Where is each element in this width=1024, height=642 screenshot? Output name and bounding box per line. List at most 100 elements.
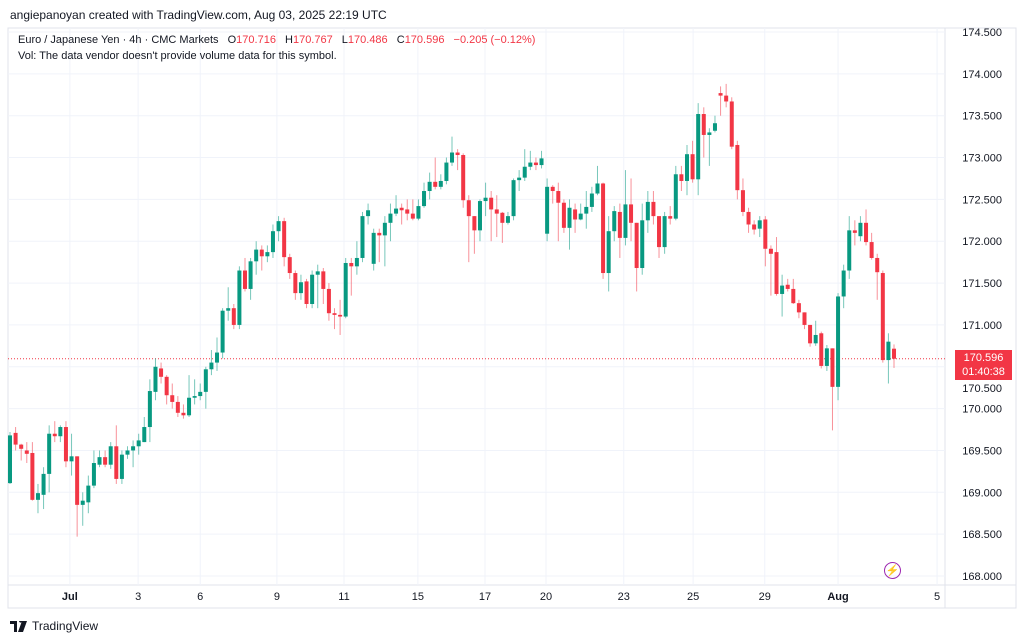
author-credit: angiepanoyan created with TradingView.co… [10, 8, 387, 22]
time-axis-label: Jul [62, 591, 78, 603]
candle-up [209, 362, 214, 370]
candle-down [601, 183, 606, 274]
last-price: 170.596 [963, 352, 1004, 364]
candle-down [752, 224, 757, 230]
candle-up [707, 132, 712, 135]
price-axis-label: 170.500 [962, 383, 1002, 395]
candle-up [712, 123, 717, 131]
time-axis-label: 3 [135, 591, 141, 603]
candle-up [567, 207, 572, 228]
candle-down [746, 211, 751, 225]
candle-up [645, 201, 650, 221]
candle-up [354, 257, 359, 267]
candle-down [561, 202, 566, 228]
price-axis-label: 174.000 [962, 69, 1002, 81]
candle-up [684, 154, 689, 181]
candle-up [813, 334, 818, 344]
high-value: 170.767 [292, 34, 333, 46]
symbol-legend: Euro / Japanese Yen · 4h · CMC Markets O… [18, 34, 535, 46]
candle-up [858, 222, 863, 237]
symbol-title[interactable]: Euro / Japanese Yen · 4h · CMC Markets [18, 34, 219, 46]
candle-up [545, 186, 550, 234]
candle-down [864, 222, 869, 243]
candle-up [606, 231, 611, 274]
candle-up [153, 366, 158, 392]
candle-down [690, 154, 695, 180]
open-value: 170.716 [236, 34, 276, 46]
time-axis-label: 20 [540, 591, 552, 603]
high-label: H [285, 34, 293, 46]
candle-up [298, 282, 303, 294]
candle-up [343, 262, 348, 317]
candle-down [494, 209, 499, 214]
candle-down [768, 248, 773, 254]
candle-down [651, 201, 656, 217]
candle-down [785, 284, 790, 289]
candle-down [634, 222, 639, 269]
candle-up [522, 166, 527, 178]
candle-down [880, 273, 885, 361]
candle-down [304, 281, 309, 304]
candle-up [254, 249, 259, 262]
candle-down [657, 216, 662, 248]
candle-up [220, 310, 225, 353]
candle-up [119, 454, 124, 479]
footer-brand: TradingView [10, 619, 98, 633]
candle-down [63, 427, 68, 462]
candle-down [377, 232, 382, 236]
candle-down [729, 101, 734, 147]
candle-down [472, 216, 477, 231]
candle-down [181, 412, 186, 416]
candle-down [892, 348, 897, 359]
price-axis-label: 174.500 [962, 27, 1002, 39]
candle-down [159, 368, 164, 377]
chart-frame [7, 27, 1017, 609]
candle-up [422, 191, 427, 207]
candle-up [578, 213, 583, 220]
candle-down [718, 93, 723, 96]
price-axis-label: 171.500 [962, 278, 1002, 290]
candle-down [489, 197, 494, 210]
candle-up [382, 222, 387, 236]
price-axis-label: 169.500 [962, 445, 1002, 457]
candle-up [47, 433, 52, 474]
candle-up [612, 211, 617, 232]
footer-brand-label: TradingView [32, 619, 99, 633]
time-axis-label: 5 [934, 591, 940, 603]
candle-up [215, 352, 220, 363]
time-axis-label: 15 [412, 591, 424, 603]
lightning-icon[interactable]: ⚡ [884, 562, 901, 579]
candle-down [461, 155, 466, 201]
candle-up [41, 473, 46, 495]
candle-up [528, 162, 533, 167]
candle-up [388, 213, 393, 223]
candle-up [69, 456, 74, 462]
candle-up [371, 232, 376, 264]
candle-up [483, 197, 488, 202]
candle-up [86, 485, 91, 503]
candle-up [203, 369, 208, 392]
candle-up [757, 220, 762, 229]
candle-down [791, 288, 796, 304]
candle-down [852, 230, 857, 233]
candle-up [366, 210, 371, 217]
price-axis-label: 168.500 [962, 529, 1002, 541]
candle-down [282, 221, 287, 258]
candle-down [114, 446, 119, 479]
candle-up [80, 500, 85, 505]
last-price-tag: 170.596 01:40:38 [955, 350, 1012, 380]
time-axis-label: Aug [827, 591, 848, 603]
candle-up [248, 261, 253, 289]
candle-up [315, 271, 320, 275]
candle-up [131, 446, 136, 451]
candle-up [841, 270, 846, 297]
open-label: O [227, 34, 237, 46]
candle-up [780, 285, 785, 294]
candle-down [679, 174, 684, 181]
candle-down [573, 209, 578, 220]
candle-up [640, 220, 645, 269]
candle-down [629, 204, 634, 223]
candle-down [533, 162, 538, 166]
